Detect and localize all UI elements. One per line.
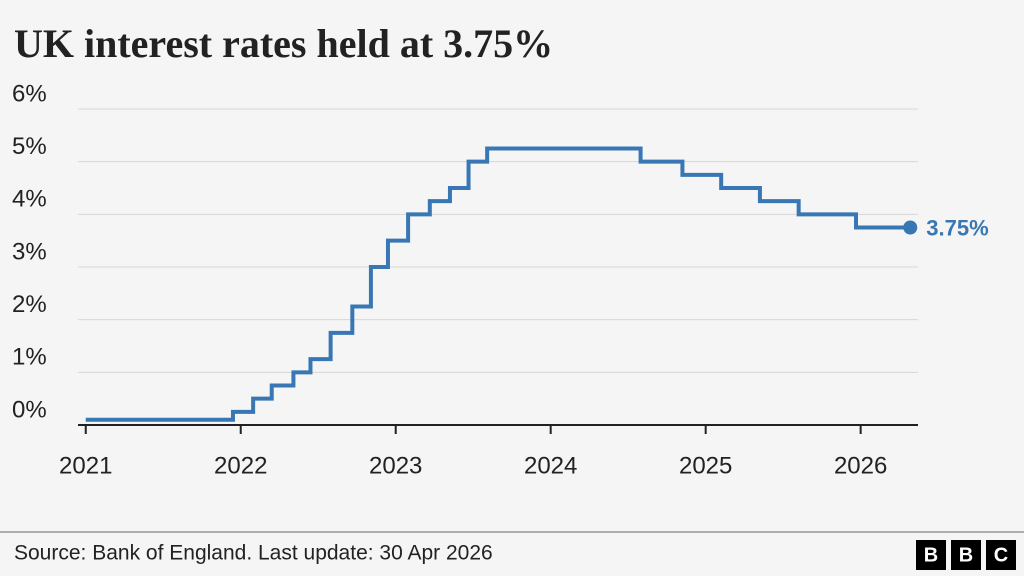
- end-dot: [903, 220, 918, 235]
- source: Source: Bank of England. Last update: 30…: [14, 542, 493, 565]
- logo-box: [986, 540, 1016, 570]
- x-tick-label: 2025: [679, 452, 732, 479]
- logo-box: [951, 540, 981, 570]
- logo-letter: C: [994, 544, 1008, 566]
- logo-letter: B: [924, 544, 938, 566]
- y-tick-label: 3%: [12, 238, 47, 265]
- y-tick-label: 5%: [12, 133, 47, 160]
- end-label: 3.75%: [926, 215, 988, 240]
- chart-title: UK interest rates held at 3.75%: [14, 21, 553, 66]
- y-tick-label: 0%: [12, 396, 47, 423]
- y-tick-label: 4%: [12, 186, 47, 213]
- logo-box: [916, 540, 946, 570]
- y-tick-label: 2%: [12, 291, 47, 318]
- y-tick-label: 1%: [12, 344, 47, 371]
- x-tick-label: 2024: [524, 452, 577, 479]
- x-tick-label: 2022: [214, 452, 267, 479]
- x-tick-label: 2021: [59, 452, 112, 479]
- x-tick-label: 2026: [834, 452, 887, 479]
- x-tick-label: 2023: [369, 452, 422, 479]
- logo-letter: B: [959, 544, 973, 566]
- y-tick-label: 6%: [12, 80, 47, 107]
- rate-line: [85, 146, 911, 422]
